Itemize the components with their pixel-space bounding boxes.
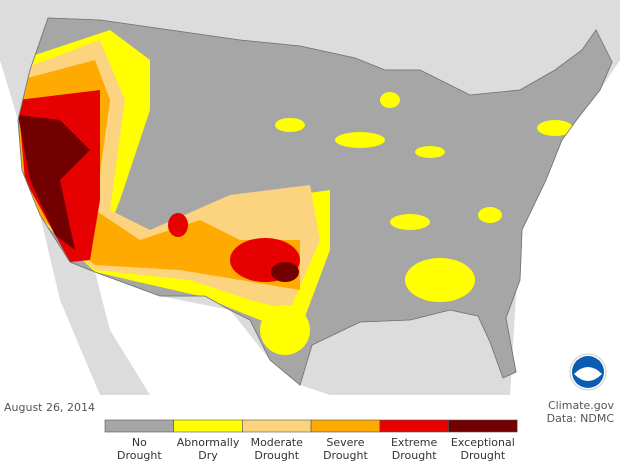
map bbox=[0, 0, 620, 395]
legend-swatch bbox=[448, 419, 518, 433]
legend-label: Moderate bbox=[251, 436, 304, 449]
legend-label: Severe bbox=[326, 436, 364, 449]
credit: Data: NDMC bbox=[547, 412, 615, 425]
noaa-logo bbox=[569, 353, 607, 391]
legend-label: Exceptional bbox=[451, 436, 515, 449]
legend-label: Drought bbox=[460, 449, 505, 462]
date: August 26, 2014 bbox=[4, 401, 95, 414]
legend-label: Drought bbox=[323, 449, 368, 462]
legend-swatch bbox=[104, 419, 174, 433]
legend-label: Drought bbox=[254, 449, 299, 462]
legend: NoDroughtAbnormallyDryModerateDroughtSev… bbox=[104, 419, 518, 462]
legend-label: Drought bbox=[117, 449, 162, 462]
legend-swatch bbox=[173, 419, 243, 433]
legend-swatch bbox=[242, 419, 312, 433]
legend-label: No bbox=[132, 436, 147, 449]
legend-swatch bbox=[310, 419, 381, 433]
legend-label: Dry bbox=[198, 449, 218, 462]
legend-label: Extreme bbox=[391, 436, 438, 449]
credit: Climate.gov bbox=[548, 399, 615, 412]
legend-swatch bbox=[379, 419, 449, 433]
legend-label: Drought bbox=[392, 449, 437, 462]
drought-areas bbox=[18, 30, 573, 355]
legend-label: Abnormally bbox=[177, 436, 240, 449]
